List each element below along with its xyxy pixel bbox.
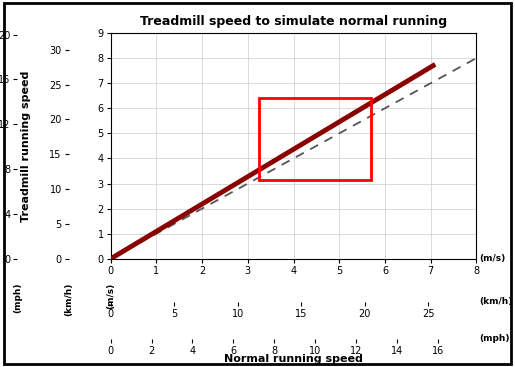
Title: Treadmill speed to simulate normal running: Treadmill speed to simulate normal runni…: [140, 15, 447, 28]
Y-axis label: Treadmill running speed: Treadmill running speed: [21, 70, 31, 222]
Text: (m/s): (m/s): [479, 254, 505, 263]
Text: (km/h): (km/h): [479, 297, 512, 306]
Text: (km/h): (km/h): [64, 283, 73, 316]
Text: (mph): (mph): [479, 334, 509, 344]
Bar: [259, 98, 371, 180]
Text: (m/s): (m/s): [106, 283, 115, 309]
Text: Normal running speed: Normal running speed: [224, 354, 363, 364]
Text: (mph): (mph): [13, 283, 22, 313]
